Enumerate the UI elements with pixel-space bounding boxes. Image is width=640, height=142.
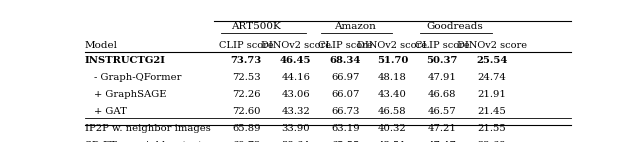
Text: 46.45: 46.45: [280, 56, 312, 65]
Text: 47.47: 47.47: [428, 141, 456, 142]
Text: 66.73: 66.73: [331, 107, 360, 116]
Text: DINOv2 score: DINOv2 score: [358, 41, 428, 50]
Text: 21.91: 21.91: [477, 90, 506, 99]
Text: 24.74: 24.74: [477, 73, 506, 82]
Text: 47.91: 47.91: [428, 73, 456, 82]
Text: 33.90: 33.90: [282, 124, 310, 133]
Text: 46.57: 46.57: [428, 107, 456, 116]
Text: IP2P w. neighbor images: IP2P w. neighbor images: [85, 124, 211, 133]
Text: CLIP score: CLIP score: [415, 41, 469, 50]
Text: 48.18: 48.18: [378, 73, 407, 82]
Text: 72.26: 72.26: [232, 90, 260, 99]
Text: 46.68: 46.68: [428, 90, 456, 99]
Text: 44.16: 44.16: [282, 73, 310, 82]
Text: Model: Model: [85, 41, 118, 50]
Text: 47.21: 47.21: [428, 124, 456, 133]
Text: ART500K: ART500K: [231, 22, 281, 31]
Text: SD FT w. neighbor texts: SD FT w. neighbor texts: [85, 141, 207, 142]
Text: CLIP score: CLIP score: [219, 41, 273, 50]
Text: DINOv2 score: DINOv2 score: [457, 41, 527, 50]
Text: 65.89: 65.89: [232, 124, 260, 133]
Text: 21.55: 21.55: [477, 124, 506, 133]
Text: Amazon: Amazon: [334, 22, 376, 31]
Text: 68.34: 68.34: [330, 56, 361, 65]
Text: 25.54: 25.54: [476, 56, 508, 65]
Text: 50.37: 50.37: [426, 56, 458, 65]
Text: 73.73: 73.73: [230, 56, 262, 65]
Text: 72.60: 72.60: [232, 107, 260, 116]
Text: + GraphSAGE: + GraphSAGE: [94, 90, 166, 99]
Text: DINOv2 score: DINOv2 score: [260, 41, 331, 50]
Text: 22.68: 22.68: [477, 141, 506, 142]
Text: 43.51: 43.51: [378, 141, 407, 142]
Text: 69.72: 69.72: [232, 141, 260, 142]
Text: + GAT: + GAT: [94, 107, 127, 116]
Text: - Graph-QFormer: - Graph-QFormer: [94, 73, 181, 82]
Text: INSTRUCTG2I: INSTRUCTG2I: [85, 56, 166, 65]
Text: Goodreads: Goodreads: [426, 22, 483, 31]
Text: 40.32: 40.32: [378, 124, 407, 133]
Text: 72.53: 72.53: [232, 73, 260, 82]
Text: 43.06: 43.06: [282, 90, 310, 99]
Text: 21.45: 21.45: [477, 107, 506, 116]
Text: 51.70: 51.70: [377, 56, 408, 65]
Text: 65.55: 65.55: [331, 141, 360, 142]
Text: 38.64: 38.64: [282, 141, 310, 142]
Text: 63.19: 63.19: [331, 124, 360, 133]
Text: CLIP score: CLIP score: [318, 41, 372, 50]
Text: 66.97: 66.97: [331, 73, 360, 82]
Text: 66.07: 66.07: [331, 90, 360, 99]
Text: 43.32: 43.32: [282, 107, 310, 116]
Text: 46.58: 46.58: [378, 107, 407, 116]
Text: 43.40: 43.40: [378, 90, 407, 99]
